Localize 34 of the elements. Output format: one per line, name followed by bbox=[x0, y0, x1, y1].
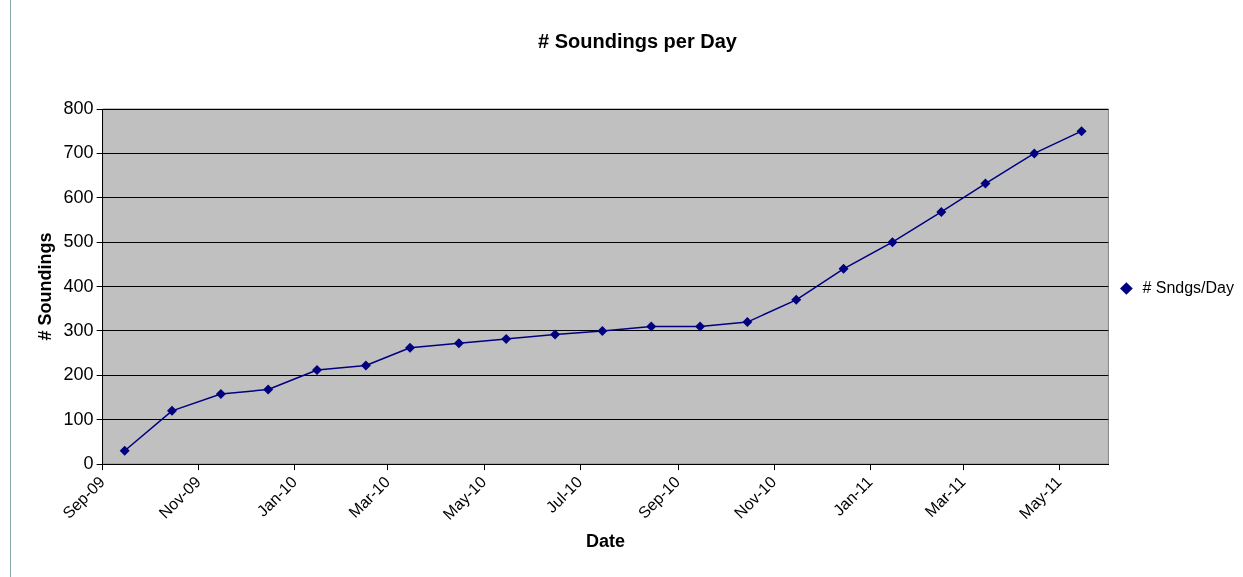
y-tick-label: 100 bbox=[63, 408, 94, 429]
point bbox=[980, 178, 991, 189]
point bbox=[887, 237, 898, 248]
point bbox=[838, 263, 849, 274]
x-axis-title: Date bbox=[586, 531, 626, 552]
y-tick-label: 600 bbox=[63, 186, 94, 207]
chart-title: # Soundings per Day bbox=[538, 29, 738, 52]
point bbox=[1076, 126, 1087, 137]
y-tick-label: 700 bbox=[63, 142, 94, 163]
point bbox=[167, 405, 177, 416]
point bbox=[597, 325, 608, 336]
y-tick-label: 0 bbox=[83, 453, 94, 474]
y-tick-label: 400 bbox=[63, 275, 94, 296]
point bbox=[263, 384, 274, 395]
point bbox=[550, 329, 561, 340]
point bbox=[453, 338, 464, 349]
y-axis-title: # Soundings bbox=[34, 232, 55, 341]
point bbox=[1029, 148, 1040, 159]
point bbox=[791, 294, 802, 305]
point bbox=[695, 321, 706, 332]
y-tick-label: 200 bbox=[63, 364, 94, 385]
point bbox=[119, 445, 130, 456]
y-tick-label: 300 bbox=[63, 319, 94, 340]
point bbox=[936, 206, 947, 217]
point bbox=[312, 365, 323, 375]
point bbox=[646, 321, 657, 332]
point bbox=[360, 360, 371, 371]
point bbox=[215, 388, 226, 399]
point bbox=[501, 333, 512, 344]
legend-label: # Sndgs/Day bbox=[1142, 278, 1234, 296]
y-tick-label: 800 bbox=[63, 97, 94, 118]
y-tick-label: 500 bbox=[63, 231, 94, 252]
point bbox=[405, 342, 416, 353]
point bbox=[742, 317, 753, 328]
